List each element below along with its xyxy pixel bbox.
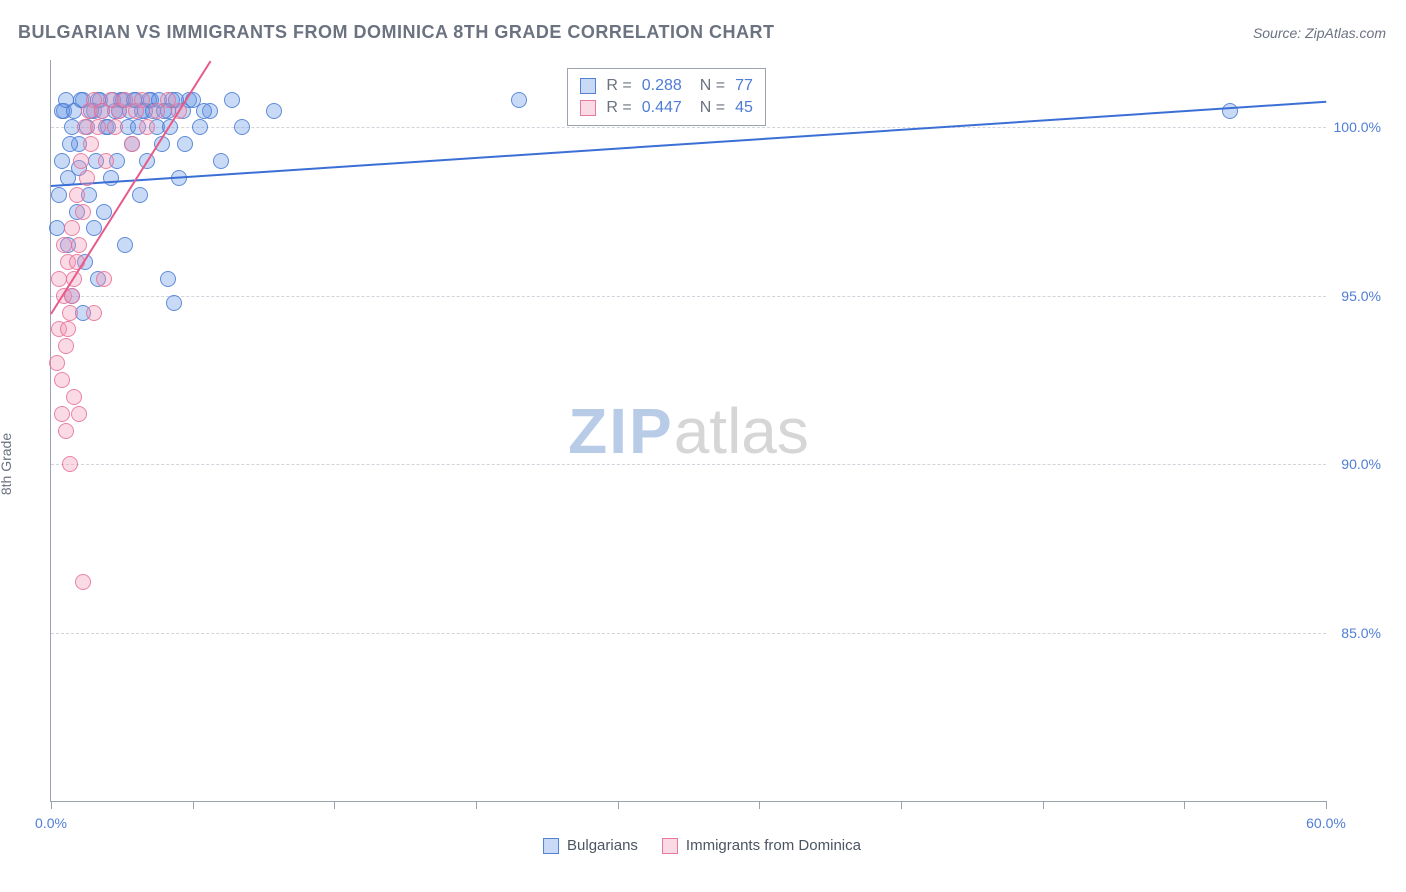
data-point (177, 136, 193, 152)
data-point (71, 237, 87, 253)
n-label: N = (700, 77, 725, 95)
data-point (98, 153, 114, 169)
data-point (132, 187, 148, 203)
correlation-stats-box: R = 0.288 N = 77 R = 0.447 N = 45 (567, 68, 766, 126)
data-point (107, 119, 123, 135)
data-point (96, 271, 112, 287)
source-attribution: Source: ZipAtlas.com (1253, 25, 1386, 41)
data-point (90, 119, 106, 135)
data-point (192, 119, 208, 135)
data-point (79, 170, 95, 186)
data-point (213, 153, 229, 169)
gridline (51, 296, 1326, 297)
data-point (51, 187, 67, 203)
x-tick (1184, 801, 1185, 809)
legend-item: Immigrants from Dominica (662, 837, 861, 854)
y-tick-label: 90.0% (1341, 456, 1381, 472)
x-tick (618, 801, 619, 809)
x-tick (193, 801, 194, 809)
x-tick (51, 801, 52, 809)
data-point (1222, 103, 1238, 119)
data-point (103, 170, 119, 186)
data-point (75, 574, 91, 590)
data-point (51, 271, 67, 287)
plot-area: ZIPatlas R =0.288N =77R =0.447N =45 85.0… (50, 60, 1326, 802)
x-tick-label: 0.0% (35, 815, 67, 831)
data-point (54, 372, 70, 388)
data-point (49, 220, 65, 236)
legend-item: Bulgarians (543, 837, 638, 854)
chart-title: BULGARIAN VS IMMIGRANTS FROM DOMINICA 8T… (18, 22, 774, 43)
chart-container: 8th Grade ZIPatlas R =0.288N =77R =0.447… (18, 50, 1386, 862)
n-label: N = (700, 99, 725, 117)
data-point (56, 237, 72, 253)
y-tick-label: 95.0% (1341, 288, 1381, 304)
data-point (117, 237, 133, 253)
data-point (139, 119, 155, 135)
data-point (49, 355, 65, 371)
y-axis-label: 8th Grade (0, 433, 14, 495)
y-tick-label: 85.0% (1341, 625, 1381, 641)
x-tick (1326, 801, 1327, 809)
data-point (124, 136, 140, 152)
data-point (234, 119, 250, 135)
data-point (166, 295, 182, 311)
data-point (511, 92, 527, 108)
data-point (160, 271, 176, 287)
data-point (62, 305, 78, 321)
data-point (66, 389, 82, 405)
r-label: R = (606, 77, 631, 95)
data-point (54, 153, 70, 169)
data-point (266, 103, 282, 119)
y-tick-label: 100.0% (1334, 119, 1381, 135)
data-point (86, 305, 102, 321)
x-tick (1043, 801, 1044, 809)
x-tick (759, 801, 760, 809)
data-point (62, 136, 78, 152)
data-point (83, 136, 99, 152)
data-point (58, 338, 74, 354)
r-label: R = (606, 99, 631, 117)
data-point (224, 92, 240, 108)
series-swatch (580, 100, 596, 116)
x-tick (334, 801, 335, 809)
data-point (58, 423, 74, 439)
n-value: 77 (735, 77, 753, 95)
stats-row: R = 0.447 N = 45 (580, 97, 753, 119)
data-point (134, 92, 150, 108)
data-point (75, 204, 91, 220)
data-point (64, 220, 80, 236)
n-value: 45 (735, 99, 753, 117)
x-tick (476, 801, 477, 809)
gridline (51, 464, 1326, 465)
legend-label: Bulgarians (567, 837, 638, 854)
data-point (69, 187, 85, 203)
x-tick (901, 801, 902, 809)
data-point (196, 103, 212, 119)
x-tick-label: 60.0% (1306, 815, 1346, 831)
data-point (62, 456, 78, 472)
data-point (71, 406, 87, 422)
gridline (51, 633, 1326, 634)
data-point (73, 153, 89, 169)
legend-swatch (543, 838, 559, 854)
r-value: 0.288 (642, 77, 682, 95)
legend-swatch (662, 838, 678, 854)
data-point (60, 321, 76, 337)
legend-label: Immigrants from Dominica (686, 837, 861, 854)
header: BULGARIAN VS IMMIGRANTS FROM DOMINICA 8T… (0, 0, 1406, 53)
data-point (54, 406, 70, 422)
legend: Bulgarians Immigrants from Dominica (543, 837, 861, 854)
stats-row: R = 0.288 N = 77 (580, 75, 753, 97)
r-value: 0.447 (642, 99, 682, 117)
series-swatch (580, 78, 596, 94)
watermark: ZIPatlas (568, 394, 809, 468)
